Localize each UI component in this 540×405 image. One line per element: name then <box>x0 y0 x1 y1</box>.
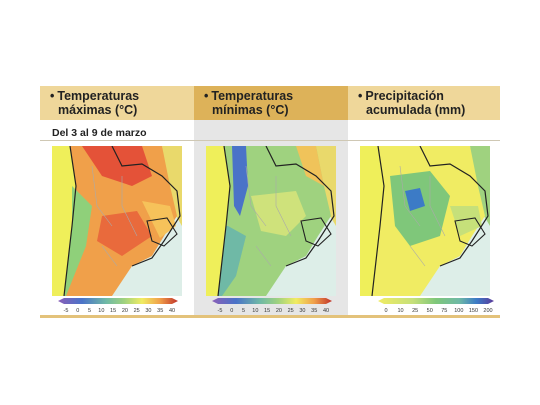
header-min-temp: • Temperaturas mínimas (°C) <box>194 86 348 120</box>
precip-scale: 0 10 25 50 75 100 150 200 <box>378 298 494 314</box>
scale-tick-label: 150 <box>469 308 478 314</box>
color-ramp <box>58 298 178 304</box>
northern-border <box>265 146 335 267</box>
scale-tick-label: 30 <box>299 308 305 314</box>
scale-tick-label: -5 <box>64 308 69 314</box>
bullet: • <box>50 89 55 103</box>
max-temp-scale: -5 0 5 10 15 20 25 30 35 40 <box>58 298 178 314</box>
bullet: • <box>358 89 363 103</box>
scale-tick-label: 25 <box>412 308 418 314</box>
heavy-rain-zone <box>405 188 425 211</box>
title-line2: mínimas (°C) <box>212 103 289 117</box>
scale-labels: -5 0 5 10 15 20 25 30 35 40 <box>218 308 330 314</box>
title-line2: máximas (°C) <box>58 103 138 117</box>
scale-labels: 0 10 25 50 75 100 150 200 <box>384 308 492 314</box>
bullet: • <box>204 89 209 103</box>
central-hot-zone <box>97 211 152 256</box>
scale-tick-label: 35 <box>157 308 163 314</box>
uruguay-border <box>454 217 486 247</box>
title-line1: Temperaturas <box>57 89 140 103</box>
chile-border <box>217 146 231 296</box>
scale-tick-label: -5 <box>218 308 223 314</box>
scale-tick-label: 40 <box>169 308 175 314</box>
header-max-temp: • Temperaturas máximas (°C) <box>40 86 194 120</box>
scale-tick-label: 10 <box>398 308 404 314</box>
province-lines <box>399 165 446 267</box>
uruguay-border <box>146 217 178 247</box>
northern-border <box>419 146 489 267</box>
title-line1: Temperaturas <box>211 89 294 103</box>
chile-region <box>52 146 76 296</box>
scale-tick-label: 50 <box>427 308 433 314</box>
header-precip: • Precipitación acumulada (mm) <box>348 86 500 120</box>
northern-border <box>111 146 181 267</box>
chile-border <box>63 146 77 296</box>
bottom-bar <box>40 315 500 318</box>
scale-tick-label: 15 <box>110 308 116 314</box>
chile-region <box>360 146 384 296</box>
scale-tick-label: 25 <box>288 308 294 314</box>
scale-tick-label: 75 <box>441 308 447 314</box>
south-cool-zone <box>218 226 246 296</box>
min-temp-scale: -5 0 5 10 15 20 25 30 35 40 <box>212 298 332 314</box>
andes-cool-zone <box>64 186 92 296</box>
scale-tick-label: 0 <box>76 308 79 314</box>
color-ramp <box>378 298 494 304</box>
chile-region <box>206 146 230 296</box>
title-line1: Precipitación <box>365 89 444 103</box>
precip-map <box>360 146 490 296</box>
date-range: Del 3 al 9 de marzo <box>52 127 147 139</box>
scale-tick-label: 25 <box>134 308 140 314</box>
scale-tick-label: 10 <box>252 308 258 314</box>
wet-central-zone <box>390 171 450 246</box>
color-ramp <box>212 298 332 304</box>
province-lines <box>245 165 292 267</box>
scale-tick-label: 20 <box>122 308 128 314</box>
hot-north-zone <box>82 146 152 186</box>
scale-tick-label: 200 <box>483 308 492 314</box>
scale-tick-label: 15 <box>264 308 270 314</box>
scale-tick-label: 100 <box>454 308 463 314</box>
scale-tick-label: 0 <box>384 308 387 314</box>
scale-tick-label: 20 <box>276 308 282 314</box>
divider <box>40 140 500 141</box>
north-warm-zone <box>296 146 324 186</box>
mesopotamia-zone <box>450 206 482 236</box>
title-line2: acumulada (mm) <box>366 103 466 117</box>
max-temp-map <box>52 146 182 296</box>
min-temp-map <box>206 146 336 296</box>
scale-tick-label: 35 <box>311 308 317 314</box>
uruguay-border <box>300 217 332 247</box>
scale-labels: -5 0 5 10 15 20 25 30 35 40 <box>64 308 176 314</box>
chile-border <box>371 146 385 296</box>
scale-tick-label: 5 <box>88 308 91 314</box>
scale-tick-label: 0 <box>230 308 233 314</box>
scale-tick-label: 5 <box>242 308 245 314</box>
province-lines <box>91 165 138 267</box>
scale-tick-label: 30 <box>145 308 151 314</box>
scale-tick-label: 40 <box>323 308 329 314</box>
andes-cold-zone <box>232 146 248 216</box>
scale-tick-label: 10 <box>98 308 104 314</box>
